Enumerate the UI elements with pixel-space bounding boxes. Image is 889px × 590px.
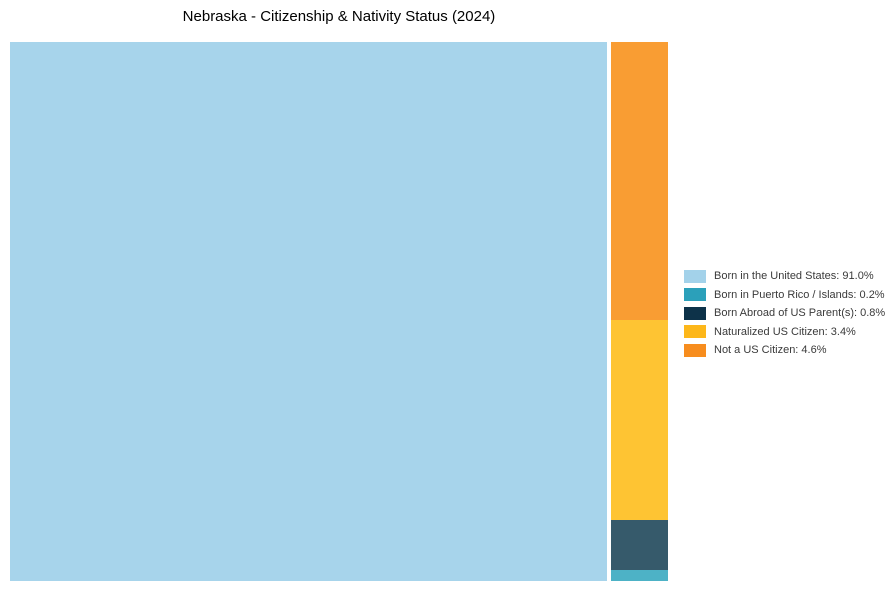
treemap-cell-born-abroad-of-us-parents[interactable] bbox=[611, 520, 668, 570]
legend: Born in the United States: 91.0% Born in… bbox=[684, 267, 885, 360]
legend-item-label: Born in the United States: 91.0% bbox=[714, 270, 874, 283]
treemap-cell-not-a-us-citizen[interactable] bbox=[611, 42, 668, 320]
legend-swatch-icon bbox=[684, 288, 706, 302]
legend-swatch-icon bbox=[684, 343, 706, 357]
treemap-cell-naturalized-us-citizen[interactable] bbox=[611, 320, 668, 520]
legend-item-born-in-us[interactable]: Born in the United States: 91.0% bbox=[684, 267, 885, 286]
legend-item-born-abroad[interactable]: Born Abroad of US Parent(s): 0.8% bbox=[684, 304, 885, 323]
legend-swatch-icon bbox=[684, 306, 706, 320]
legend-item-label: Born Abroad of US Parent(s): 0.8% bbox=[714, 307, 886, 320]
treemap-cell-born-in-us[interactable] bbox=[10, 42, 607, 581]
treemap-plot bbox=[10, 42, 668, 581]
legend-item-label: Naturalized US Citizen: 3.4% bbox=[714, 325, 856, 338]
treemap-cell-born-in-puerto-rico-islands[interactable] bbox=[611, 570, 668, 581]
legend-swatch-icon bbox=[684, 269, 706, 283]
legend-item-naturalized[interactable]: Naturalized US Citizen: 3.4% bbox=[684, 323, 885, 342]
legend-swatch-icon bbox=[684, 325, 706, 339]
legend-item-label: Born in Puerto Rico / Islands: 0.2% bbox=[714, 288, 885, 301]
legend-item-born-in-puerto-rico[interactable]: Born in Puerto Rico / Islands: 0.2% bbox=[684, 286, 885, 305]
legend-item-not-a-citizen[interactable]: Not a US Citizen: 4.6% bbox=[684, 341, 885, 360]
chart-title: Nebraska - Citizenship & Nativity Status… bbox=[182, 8, 496, 25]
legend-item-label: Not a US Citizen: 4.6% bbox=[714, 344, 827, 357]
